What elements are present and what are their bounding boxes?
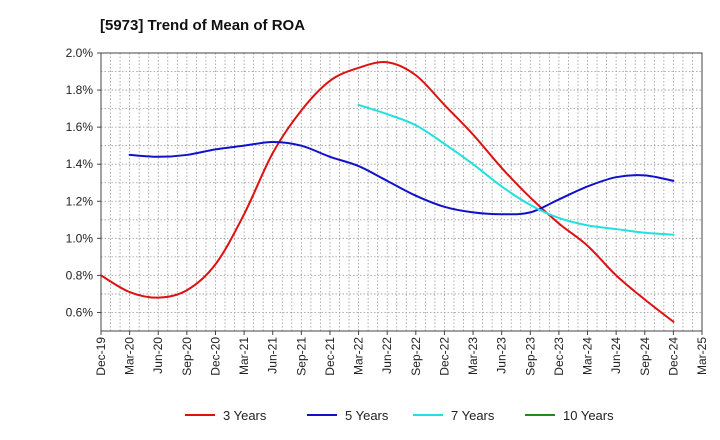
plot-frame xyxy=(100,52,703,332)
x-tick-label: Dec-21 xyxy=(323,337,337,376)
series-lines xyxy=(100,61,675,323)
y-tick-label: 1.8% xyxy=(66,83,94,97)
y-tick-label: 1.4% xyxy=(66,157,94,171)
x-tick-label: Sep-24 xyxy=(638,337,652,376)
x-tick-label: Dec-22 xyxy=(437,337,451,376)
x-tick-label: Sep-20 xyxy=(180,337,194,376)
x-tick-label: Dec-24 xyxy=(666,337,680,376)
x-tick-label: Mar-24 xyxy=(581,337,595,375)
x-tick-label: Sep-23 xyxy=(523,337,537,376)
series-line-7-years xyxy=(357,103,675,236)
x-tick-label: Jun-20 xyxy=(151,337,165,374)
y-tick-label: 0.8% xyxy=(66,268,94,282)
x-tick-label: Mar-25 xyxy=(695,337,709,375)
y-tick-label: 1.6% xyxy=(66,120,94,134)
y-tick-label: 1.2% xyxy=(66,194,94,208)
legend-label: 5 Years xyxy=(345,408,389,423)
series-line-5-years xyxy=(128,140,675,216)
x-tick-label: Sep-21 xyxy=(294,337,308,376)
y-tick-label: 1.0% xyxy=(66,231,94,245)
legend: 3 Years 5 Years 7 Years 10 Years xyxy=(185,408,614,423)
x-tick-label: Jun-24 xyxy=(609,337,623,374)
x-tick-label: Mar-23 xyxy=(466,337,480,375)
x-tick-label: Jun-22 xyxy=(380,337,394,374)
legend-label: 3 Years xyxy=(223,408,267,423)
x-tick-label: Dec-23 xyxy=(552,337,566,376)
axes: 0.6% 0.8% 1.0% 1.2% 1.4% 1.6% 1.8% 2.0% Dec-19 Ma… xyxy=(66,46,709,376)
y-tick-label: 2.0% xyxy=(66,46,94,60)
series-line-3-years xyxy=(100,61,675,323)
chart-title: [5973] Trend of Mean of ROA xyxy=(100,17,305,34)
x-tick-label: Dec-19 xyxy=(94,337,108,376)
x-tick-label: Mar-20 xyxy=(123,337,137,375)
legend-label: 10 Years xyxy=(563,408,614,423)
x-tick-label: Mar-22 xyxy=(352,337,366,375)
x-tick-label: Jun-21 xyxy=(266,337,280,374)
x-tick-label: Mar-21 xyxy=(237,337,251,375)
grid xyxy=(100,52,703,332)
y-tick-label: 0.6% xyxy=(66,305,94,319)
x-tick-label: Sep-22 xyxy=(409,337,423,376)
legend-label: 7 Years xyxy=(451,408,495,423)
x-tick-label: Jun-23 xyxy=(495,337,509,374)
x-tick-label: Dec-20 xyxy=(208,337,222,376)
